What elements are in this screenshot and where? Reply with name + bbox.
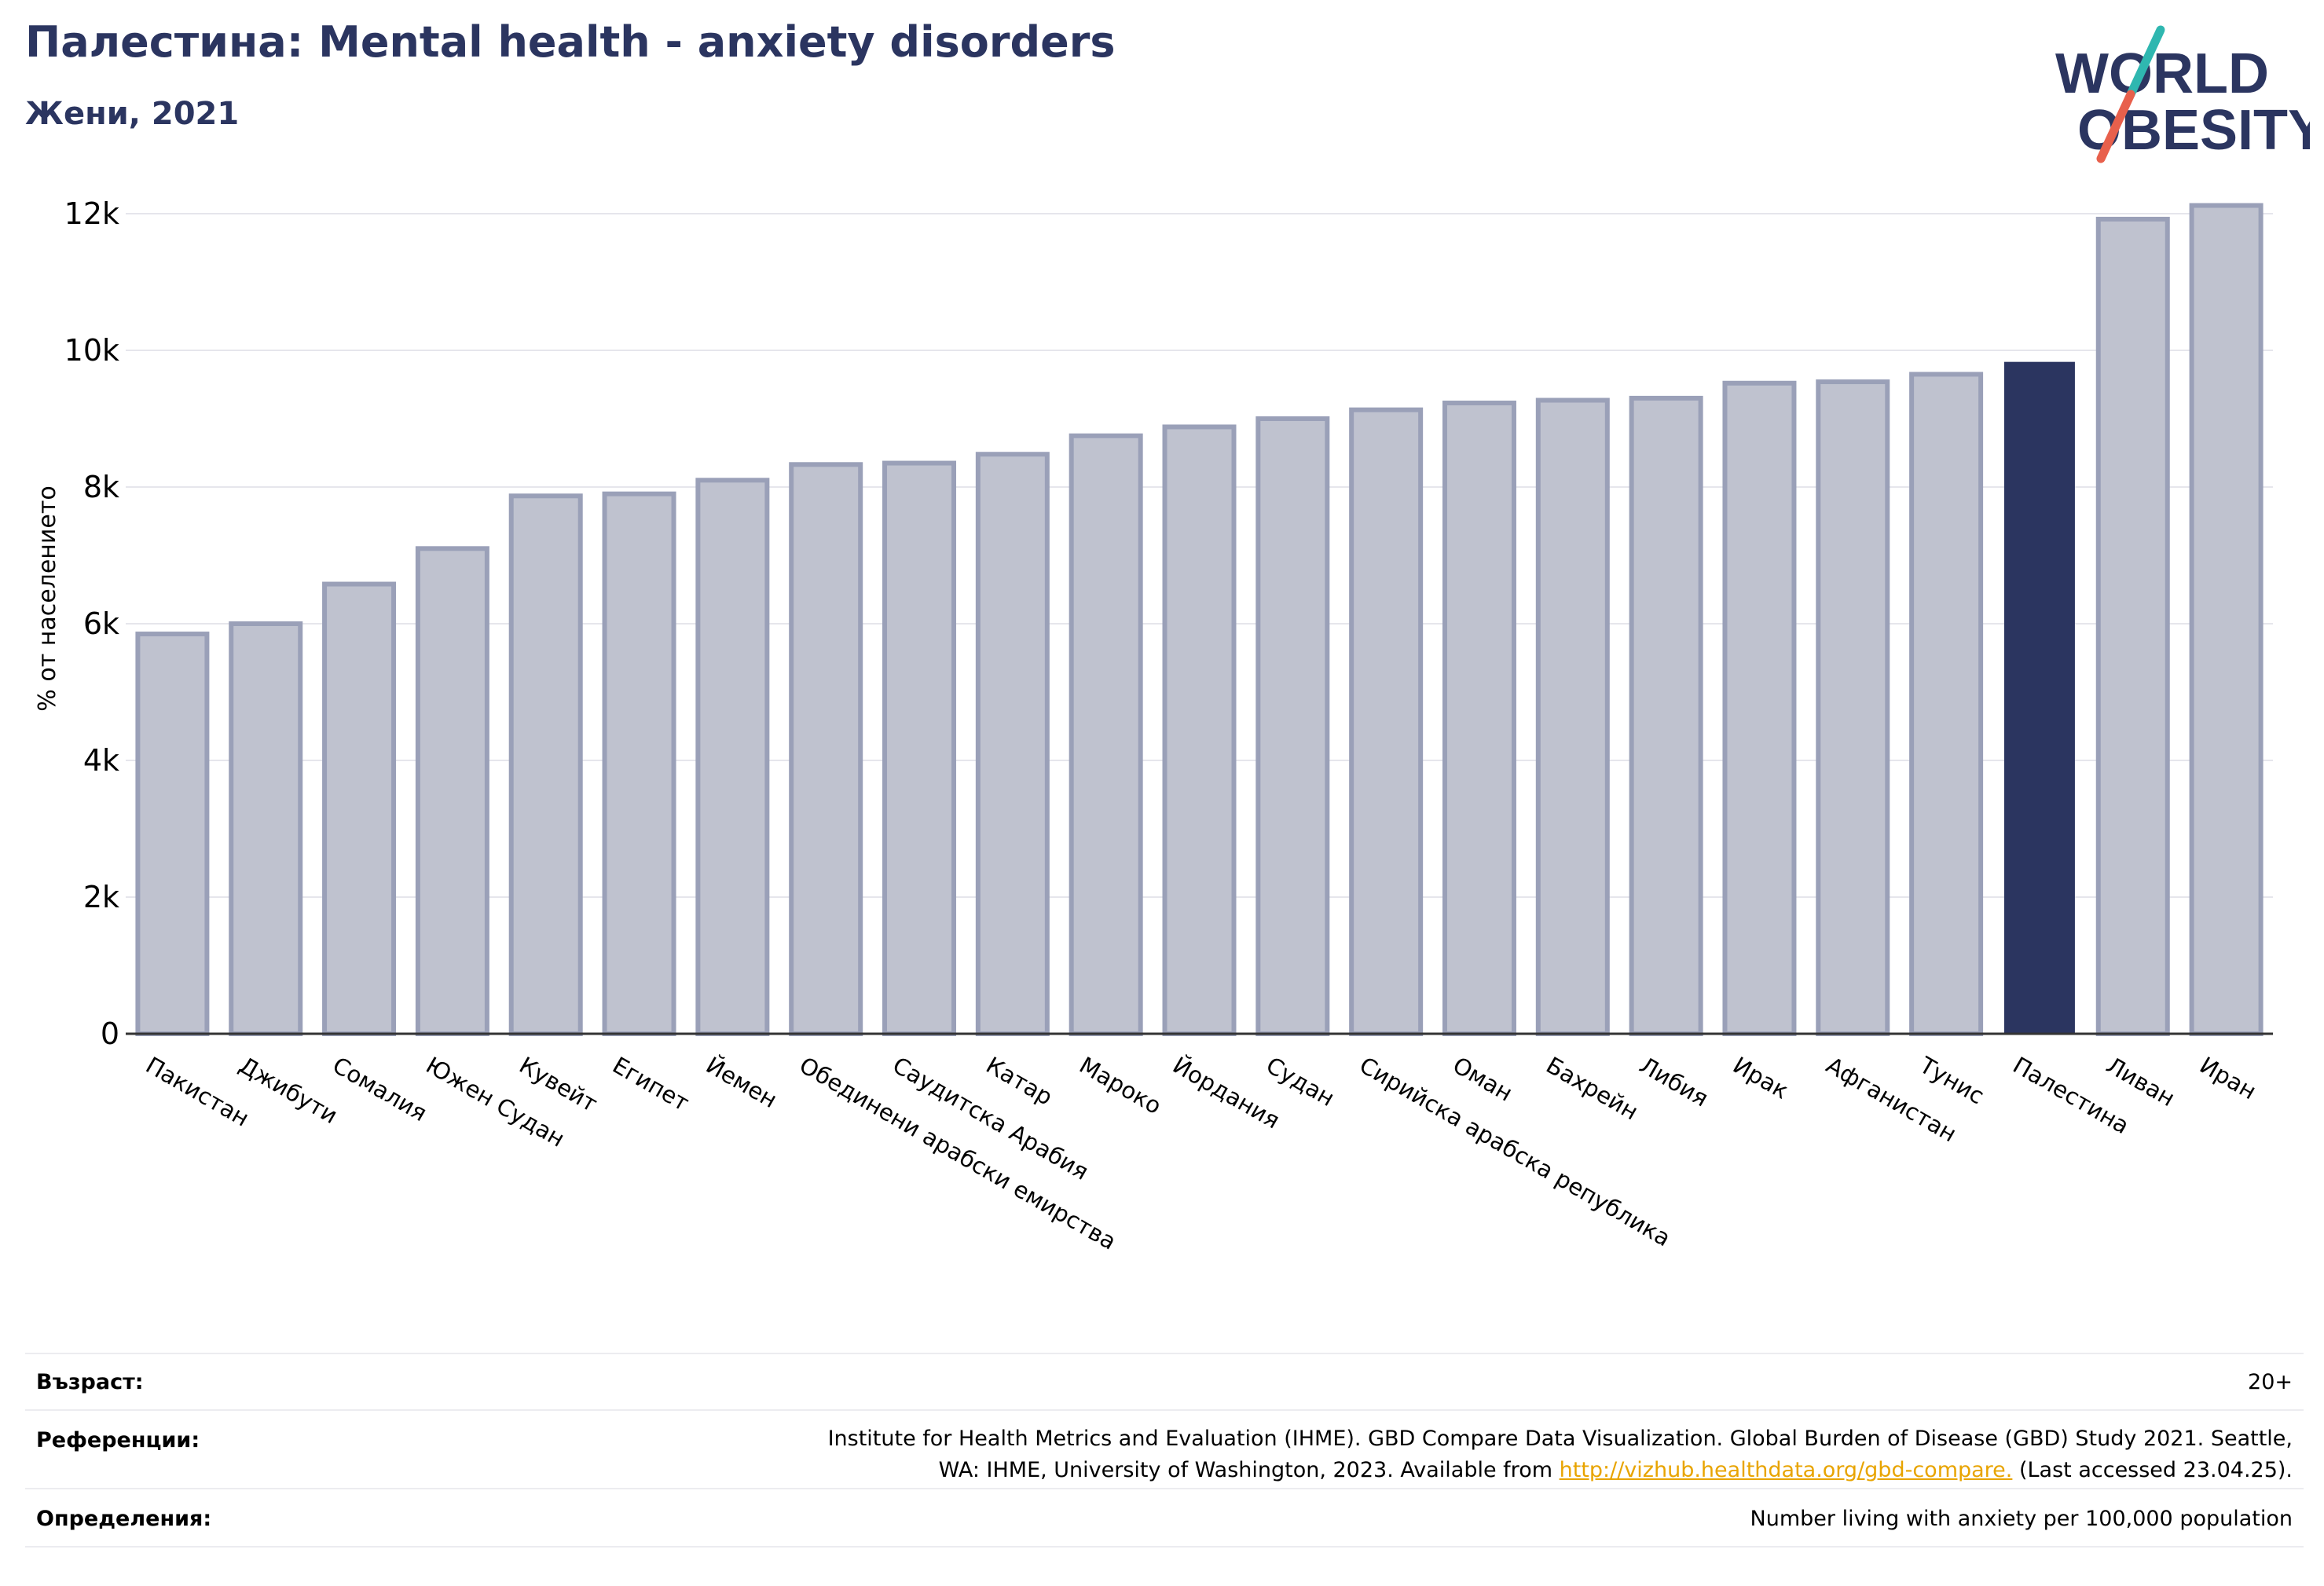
- definitions-value: Number living with anxiety per 100,000 p…: [1750, 1507, 2293, 1531]
- x-tick-label: Сомалия: [328, 1052, 432, 1127]
- y-tick-label: 4k: [83, 743, 119, 778]
- y-tick-label: 2k: [83, 880, 119, 914]
- x-tick-label: Тунис: [1915, 1051, 1989, 1109]
- footer-row-references: Референции: Institute for Health Metrics…: [25, 1409, 2304, 1489]
- age-value: 20+: [2248, 1370, 2293, 1394]
- definitions-label: Определения:: [36, 1507, 212, 1531]
- bar-1: [229, 621, 303, 1036]
- bar-13: [1349, 407, 1424, 1036]
- x-tick-label: Йемен: [702, 1052, 782, 1114]
- references-label: Референции:: [36, 1428, 200, 1452]
- y-tick-labels: 0 2k 4k 6k 8k 10k 12k: [64, 196, 119, 1051]
- chart-title: Палестина: Mental health - anxiety disor…: [25, 17, 1116, 67]
- references-line2: WA: IHME, University of Washington, 2023…: [828, 1455, 2293, 1486]
- bar-18: [1816, 379, 1890, 1036]
- x-tick-label: Катар: [981, 1052, 1057, 1111]
- y-tick-label: 10k: [64, 333, 119, 368]
- bar-2: [322, 581, 397, 1036]
- footer-row-definitions: Определения: Number living with anxiety …: [25, 1488, 2304, 1548]
- bar-chart: 0 2k 4k 6k 8k 10k 12k ПакистанДжибутиСомалияЮж…: [34, 196, 2273, 1255]
- y-axis-label: % от населението: [34, 485, 61, 711]
- bar-4: [508, 493, 583, 1036]
- bar-20: [2003, 361, 2075, 1035]
- bar-15: [1535, 397, 1610, 1036]
- bar-6: [695, 478, 770, 1036]
- chart-subtitle: Жени, 2021: [25, 96, 240, 132]
- references-line1: Institute for Health Metrics and Evaluat…: [827, 1427, 2293, 1451]
- y-tick-label: 0: [101, 1016, 119, 1051]
- footer-row-age: Възраст: 20+: [25, 1353, 2304, 1411]
- bar-19: [1909, 372, 1984, 1036]
- x-tick-label: Либия: [1635, 1052, 1713, 1112]
- bar-8: [882, 460, 957, 1036]
- bar-12: [1255, 416, 1330, 1036]
- x-tick-label: Иран: [2195, 1052, 2261, 1105]
- bar-3: [415, 546, 489, 1036]
- bar-22: [2189, 203, 2264, 1036]
- y-tick-label: 6k: [83, 606, 119, 641]
- bars: [135, 203, 2264, 1037]
- world-obesity-logo: WORLD OBESITY: [2055, 25, 2310, 163]
- bar-17: [1722, 380, 1797, 1036]
- age-label: Възраст:: [36, 1370, 144, 1394]
- logo-slash-red: [2096, 90, 2135, 163]
- references-value: Institute for Health Metrics and Evaluat…: [828, 1423, 2293, 1486]
- bar-9: [975, 452, 1050, 1036]
- y-tick-label: 8k: [83, 470, 119, 504]
- bar-5: [602, 491, 676, 1036]
- x-tick-label: Бахрейн: [1541, 1052, 1643, 1126]
- bar-11: [1162, 424, 1237, 1036]
- references-line2-text: WA: IHME, University of Washington, 2023…: [938, 1458, 1560, 1482]
- x-tick-label: Ирак: [1728, 1052, 1793, 1104]
- y-tick-label: 12k: [64, 196, 119, 231]
- x-tick-label: Пакистан: [141, 1052, 254, 1132]
- references-link[interactable]: http://vizhub.healthdata.org/gbd-compare…: [1559, 1458, 2013, 1482]
- bar-16: [1629, 395, 1703, 1036]
- bar-10: [1069, 433, 1143, 1036]
- x-tick-label: Судан: [1262, 1052, 1340, 1112]
- references-line2-suffix: (Last accessed 23.04.25).: [2012, 1458, 2293, 1482]
- bar-21: [2095, 216, 2170, 1037]
- logo-line1: WORLD: [2055, 42, 2269, 105]
- x-tick-label: Оман: [1448, 1052, 1517, 1107]
- x-tick-label: Джибути: [235, 1052, 343, 1130]
- bar-0: [135, 632, 210, 1036]
- logo-slash-teal: [2126, 25, 2165, 99]
- x-tick-label: Мароко: [1075, 1052, 1166, 1120]
- x-tick-label: Египет: [608, 1052, 694, 1117]
- bar-7: [789, 462, 863, 1036]
- x-tick-label: Ливан: [2102, 1052, 2179, 1112]
- bar-14: [1442, 400, 1516, 1036]
- x-tick-label: Йордания: [1168, 1052, 1285, 1134]
